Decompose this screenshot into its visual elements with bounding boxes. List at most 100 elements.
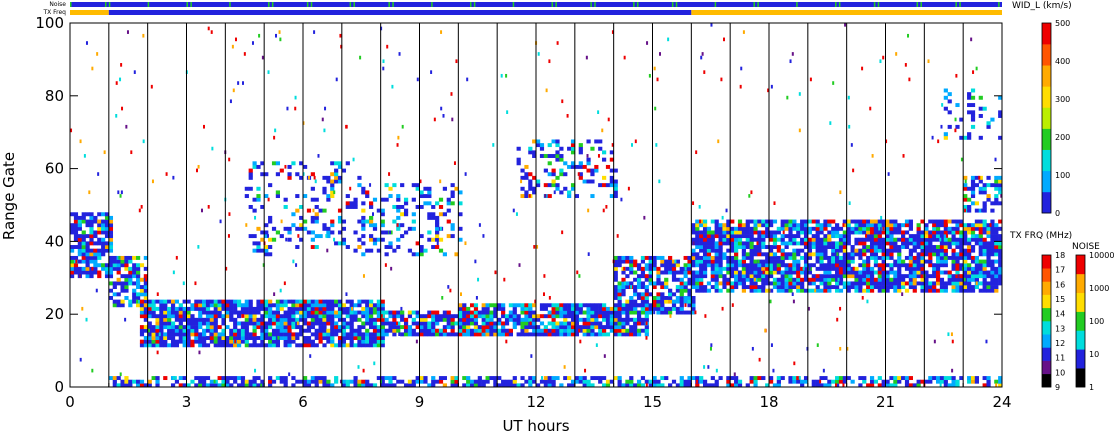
data-cell bbox=[380, 317, 385, 322]
data-cell bbox=[943, 132, 948, 137]
data-cell bbox=[671, 277, 677, 282]
txfreq-colorbar-swatch bbox=[1042, 294, 1051, 309]
data-cell bbox=[850, 285, 855, 290]
data-cell bbox=[330, 383, 335, 388]
data-cell bbox=[248, 172, 253, 177]
data-cell bbox=[831, 263, 836, 268]
noise-cell bbox=[436, 241, 439, 246]
data-cell bbox=[827, 383, 832, 388]
data-cell bbox=[800, 241, 805, 246]
data-cell bbox=[337, 325, 343, 330]
data-cell bbox=[543, 154, 548, 158]
data-cell bbox=[182, 299, 187, 304]
data-cell bbox=[438, 237, 444, 242]
data-cell bbox=[741, 266, 746, 271]
data-cell bbox=[901, 263, 906, 268]
data-cell bbox=[330, 328, 335, 333]
data-cell bbox=[70, 270, 75, 275]
data-cell bbox=[675, 263, 680, 268]
noise-cell bbox=[211, 146, 214, 151]
data-cell bbox=[380, 223, 385, 228]
noise-cell bbox=[623, 281, 626, 286]
data-cell bbox=[831, 226, 836, 231]
data-cell bbox=[772, 259, 778, 264]
data-cell bbox=[132, 288, 137, 293]
data-cell bbox=[815, 223, 820, 228]
data-cell bbox=[485, 325, 490, 330]
data-cell bbox=[664, 310, 669, 315]
data-cell bbox=[932, 226, 937, 231]
data-cell bbox=[244, 321, 249, 326]
data-cell bbox=[501, 314, 506, 319]
data-cell bbox=[466, 383, 471, 388]
data-cell bbox=[334, 379, 339, 384]
data-cell bbox=[854, 288, 859, 293]
data-cell bbox=[438, 317, 444, 322]
noise-cell bbox=[142, 33, 145, 38]
data-cell bbox=[299, 205, 304, 209]
data-cell bbox=[372, 237, 378, 242]
data-cell bbox=[209, 325, 214, 330]
data-cell bbox=[438, 197, 444, 202]
noise-strip-fleck bbox=[636, 2, 639, 7]
data-cell bbox=[780, 259, 785, 264]
data-cell bbox=[730, 219, 735, 224]
data-cell bbox=[862, 252, 867, 257]
data-cell bbox=[450, 376, 455, 381]
data-cell bbox=[788, 263, 793, 268]
data-cell bbox=[695, 226, 700, 231]
data-cell bbox=[974, 259, 979, 264]
data-cell bbox=[854, 252, 859, 257]
y-tick-label: 80 bbox=[45, 87, 64, 105]
data-cell bbox=[512, 321, 517, 326]
data-cell bbox=[823, 255, 828, 260]
data-cell bbox=[621, 321, 626, 326]
data-cell bbox=[664, 376, 669, 381]
noise-cell bbox=[607, 117, 610, 122]
data-cell bbox=[974, 219, 979, 224]
y-tick-label: 60 bbox=[45, 160, 64, 178]
data-cell bbox=[485, 321, 490, 326]
data-cell bbox=[334, 161, 339, 166]
noise-cell bbox=[261, 55, 264, 60]
data-cell bbox=[920, 234, 925, 239]
noise-cell bbox=[907, 33, 910, 38]
data-cell bbox=[842, 263, 847, 268]
data-cell bbox=[524, 314, 529, 319]
data-cell bbox=[974, 234, 979, 239]
data-cell bbox=[881, 263, 886, 268]
data-cell bbox=[501, 383, 506, 388]
data-cell bbox=[990, 274, 995, 279]
data-cell bbox=[438, 376, 444, 381]
data-cell bbox=[361, 339, 366, 344]
noise-cell bbox=[194, 281, 197, 286]
data-cell bbox=[967, 245, 972, 249]
noise-cell bbox=[172, 175, 175, 180]
data-cell bbox=[780, 277, 785, 282]
data-cell bbox=[943, 383, 948, 388]
data-cell bbox=[330, 299, 335, 304]
txfreq-colorbar-tick: 17 bbox=[1055, 266, 1065, 275]
data-cell bbox=[687, 270, 692, 275]
noise-cell bbox=[770, 84, 773, 89]
data-cell bbox=[170, 310, 176, 315]
data-cell bbox=[928, 255, 933, 260]
data-cell bbox=[260, 321, 265, 326]
data-cell bbox=[411, 197, 416, 202]
data-cell bbox=[524, 325, 529, 330]
data-cell bbox=[792, 379, 797, 384]
data-cell bbox=[264, 230, 269, 235]
data-cell bbox=[753, 288, 758, 293]
noise-cell bbox=[931, 135, 934, 140]
data-cell bbox=[932, 230, 937, 235]
data-cell bbox=[671, 292, 677, 297]
data-cell bbox=[337, 219, 343, 224]
data-cell bbox=[369, 317, 374, 322]
noise-cell bbox=[772, 368, 775, 373]
data-cell bbox=[598, 321, 603, 326]
noise-cell bbox=[503, 277, 506, 282]
data-cell bbox=[547, 328, 552, 333]
data-cell bbox=[567, 303, 572, 308]
data-cell bbox=[279, 306, 284, 311]
data-cell bbox=[854, 281, 859, 286]
